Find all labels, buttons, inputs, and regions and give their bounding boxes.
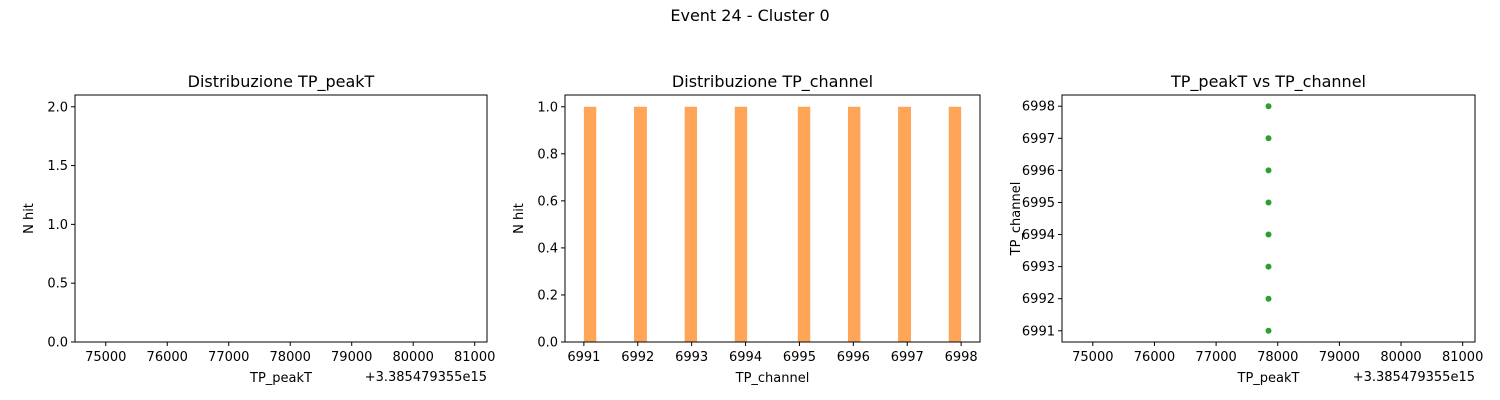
chart-panel-1: 75000 76000 77000 78000 79000 80000 81000 0.0 0.…	[22, 72, 495, 386]
y-tick-label: 6993	[1022, 260, 1055, 275]
x-tick-label: 79000	[331, 350, 372, 365]
x-offset-label: +3.385479355e15	[1353, 370, 1475, 385]
y-tick-label: 6995	[1022, 196, 1055, 211]
chart-title: Distribuzione TP_peakT	[188, 72, 375, 92]
y-tick-label: 6998	[1022, 100, 1055, 115]
x-tick-label: 81000	[1442, 350, 1483, 365]
figure-suptitle: Event 24 - Cluster 0	[670, 6, 829, 25]
panels: 75000 76000 77000 78000 79000 80000 81000 0.0 0.…	[22, 72, 1483, 386]
x-tick-label: 75000	[1072, 350, 1113, 365]
x-tick-label: 80000	[1380, 350, 1421, 365]
scatter-point-5	[1265, 199, 1272, 206]
scatter-point-3	[1265, 263, 1272, 270]
chart-title: Distribuzione TP_channel	[672, 72, 873, 92]
x-tick-label: 78000	[1257, 350, 1298, 365]
bar-3	[684, 106, 698, 342]
x-tick-label: 6991	[567, 350, 600, 365]
chart-panel-2: 6991 6992 6993 6994 6995 6996 6997 6998 0.0 0.2 0.…	[512, 72, 981, 386]
bar-6	[847, 106, 861, 342]
scatter-point-7	[1265, 135, 1272, 142]
x-tick-label: 76000	[147, 350, 188, 365]
y-tick-label: 1.5	[47, 159, 68, 174]
y-tick-label: 0.0	[537, 336, 558, 351]
x-axis-label: TP_channel	[735, 371, 810, 386]
x-tick-label: 6997	[891, 350, 924, 365]
x-tick-label: 6995	[783, 350, 816, 365]
scatter-point-2	[1265, 295, 1272, 302]
x-tick-label: 81000	[454, 350, 495, 365]
x-tick-label: 6996	[837, 350, 870, 365]
y-tick-label: 2.0	[47, 100, 68, 115]
y-tick-label: 0.2	[537, 288, 558, 303]
chart-title: TP_peakT vs TP_channel	[1170, 72, 1366, 92]
y-tick-label: 6997	[1022, 132, 1055, 147]
bar-4	[734, 106, 748, 342]
bar-5	[797, 106, 811, 342]
x-axis-label: TP_peakT	[1237, 371, 1300, 386]
y-tick-label: 1.0	[47, 218, 68, 233]
x-tick-label: 77000	[208, 350, 249, 365]
y-axis-label: N hit	[512, 203, 527, 234]
x-tick-label: 80000	[393, 350, 434, 365]
y-axis-label: N hit	[22, 203, 37, 234]
x-axis-label: TP_peakT	[249, 371, 312, 386]
x-tick-label: 79000	[1319, 350, 1360, 365]
y-tick-label: 0.4	[537, 241, 558, 256]
scatter-point-4	[1265, 231, 1272, 238]
y-tick-label: 6996	[1022, 164, 1055, 179]
bar-8	[948, 106, 962, 342]
y-tick-label: 1.0	[537, 100, 558, 115]
x-tick-label: 77000	[1195, 350, 1236, 365]
x-tick-label: 6994	[729, 350, 762, 365]
x-tick-label: 6992	[621, 350, 654, 365]
plot-frame	[74, 94, 488, 343]
x-tick-label: 76000	[1134, 350, 1175, 365]
x-tick-label: 75000	[85, 350, 126, 365]
scatter-point-8	[1265, 103, 1272, 110]
y-tick-label: 6992	[1022, 292, 1055, 307]
plot-frame	[1061, 94, 1476, 343]
bar-7	[898, 106, 912, 342]
y-tick-label: 6994	[1022, 228, 1055, 243]
y-tick-label: 6991	[1022, 324, 1055, 339]
y-tick-label: 0.0	[47, 336, 68, 351]
chart-panel-3: 75000 76000 77000 78000 79000 80000 81000 6991 6…	[1009, 72, 1483, 386]
x-tick-label: 78000	[270, 350, 311, 365]
y-axis-label: TP_channel	[1009, 182, 1024, 257]
x-tick-label: 6998	[945, 350, 978, 365]
x-tick-label: 6993	[675, 350, 708, 365]
x-offset-label: +3.385479355e15	[365, 370, 487, 385]
y-tick-label: 0.6	[537, 194, 558, 209]
plot-frame	[564, 94, 981, 343]
scatter-point-1	[1265, 327, 1272, 334]
y-tick-label: 0.8	[537, 147, 558, 162]
bar-1	[583, 106, 597, 342]
scatter-point-6	[1265, 167, 1272, 174]
y-tick-label: 0.5	[47, 277, 68, 292]
bar-2	[633, 106, 647, 342]
